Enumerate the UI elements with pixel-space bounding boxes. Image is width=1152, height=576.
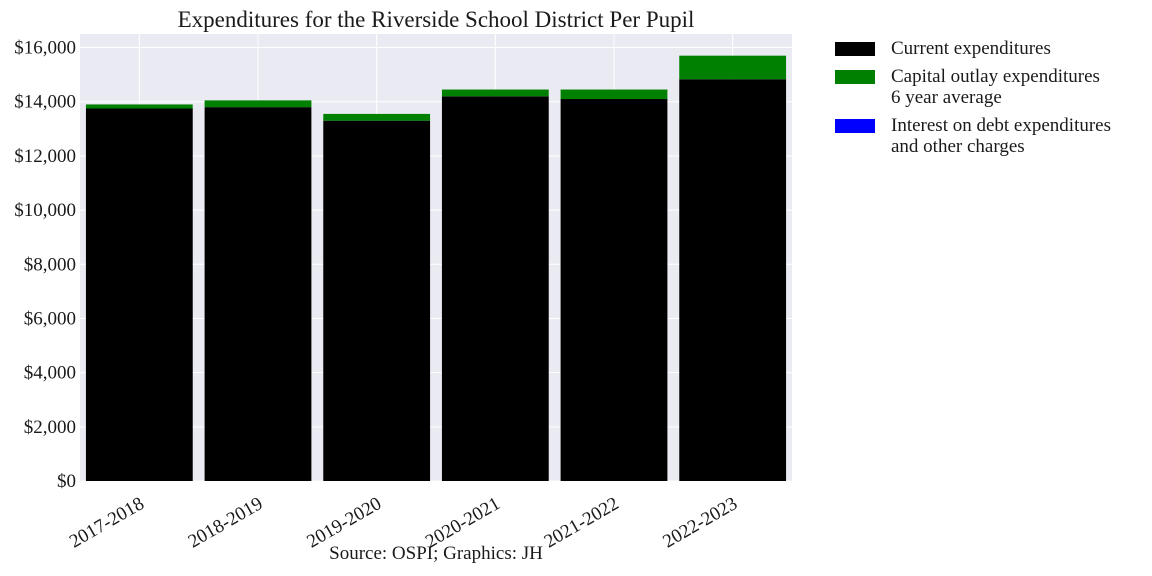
- y-tick-label: $6,000: [24, 308, 76, 329]
- bar-capital-2018-2019: [204, 100, 312, 108]
- legend-item-current: Current expenditures: [835, 38, 1111, 59]
- legend: Current expenditures Capital outlay expe…: [835, 38, 1111, 164]
- legend-item-capital: Capital outlay expenditures 6 year avera…: [835, 66, 1111, 108]
- bar-capital-2022-2023: [679, 55, 787, 80]
- bar-capital-2020-2021: [441, 89, 549, 97]
- legend-swatch-interest: [835, 119, 875, 133]
- y-tick-label: $12,000: [14, 146, 76, 167]
- y-tick-label: $16,000: [14, 38, 76, 59]
- y-tick-label: $10,000: [14, 200, 76, 221]
- bar-capital-2019-2020: [323, 113, 431, 121]
- legend-item-interest: Interest on debt expenditures and other …: [835, 115, 1111, 157]
- legend-label-capital: Capital outlay expenditures 6 year avera…: [891, 66, 1100, 108]
- x-axis-label: Source: OSPI; Graphics: JH: [329, 543, 543, 564]
- bar-current-2017-2018: [85, 108, 193, 481]
- y-tick-label: $2,000: [24, 417, 76, 438]
- bar-current-2020-2021: [441, 96, 549, 482]
- chart-title: Expenditures for the Riverside School Di…: [178, 7, 695, 32]
- bar-current-2018-2019: [204, 107, 312, 482]
- y-tick-label: $0: [57, 471, 76, 492]
- bar-current-2019-2020: [323, 120, 431, 481]
- legend-swatch-current: [835, 42, 875, 56]
- bar-current-2021-2022: [560, 99, 668, 481]
- bar-capital-2021-2022: [560, 89, 668, 100]
- y-tick-label: $4,000: [24, 363, 76, 384]
- bar-current-2022-2023: [679, 79, 787, 481]
- legend-swatch-capital: [835, 70, 875, 84]
- y-tick-label: $8,000: [24, 254, 76, 275]
- bar-capital-2017-2018: [85, 104, 193, 109]
- legend-label-current: Current expenditures: [891, 38, 1051, 59]
- y-tick-label: $14,000: [14, 92, 76, 113]
- bars: [85, 55, 787, 482]
- plot-area: [80, 34, 792, 481]
- legend-label-interest: Interest on debt expenditures and other …: [891, 115, 1112, 157]
